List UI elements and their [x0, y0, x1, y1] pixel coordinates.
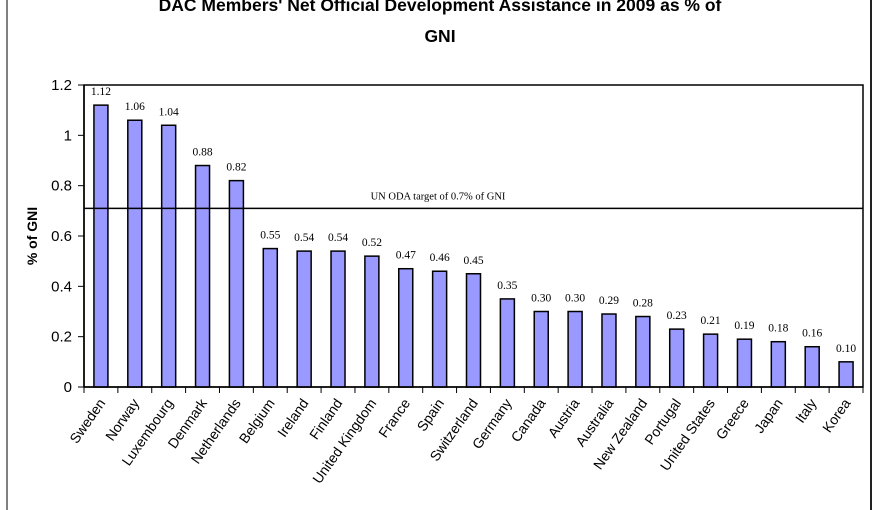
bar-germany — [499, 298, 516, 388]
data-label: 0.30 — [531, 293, 551, 305]
data-label: 0.88 — [192, 147, 212, 159]
reference-line-label: UN ODA target of 0.7% of GNI — [371, 191, 506, 202]
x-tick-label: Canada — [507, 395, 548, 445]
bar-japan — [770, 340, 787, 388]
data-label: 0.23 — [667, 310, 687, 322]
data-label: 0.10 — [836, 343, 856, 355]
data-label: 0.28 — [633, 298, 653, 310]
data-label: 0.82 — [226, 162, 246, 174]
bar-new-zealand — [635, 315, 651, 388]
data-label: 0.19 — [734, 320, 754, 332]
x-tick-label: Sweden — [66, 396, 108, 447]
x-tick-label: Italy — [792, 396, 820, 426]
y-axis-label: % of GNI — [24, 207, 40, 265]
x-tick-label: Spain — [413, 396, 447, 435]
data-label: 0.54 — [328, 232, 348, 244]
y-tick-label: 0.2 — [51, 329, 72, 346]
data-label: 1.04 — [159, 106, 179, 118]
bar-greece — [736, 338, 753, 388]
x-tick-label: France — [375, 395, 413, 440]
data-label: 0.47 — [396, 250, 416, 262]
chart-frame — [6, 0, 872, 510]
bar-united-states — [702, 333, 719, 388]
x-tick-label: Greece — [712, 395, 752, 442]
data-label: 1.12 — [91, 86, 111, 98]
data-label: 1.06 — [125, 101, 145, 113]
bar-sweden — [93, 104, 109, 388]
bar-netherlands — [228, 179, 245, 388]
bar-korea — [838, 361, 854, 388]
chart-title-line-1: DAC Members' Net Official Development As… — [158, 0, 722, 15]
bar-finland — [330, 250, 346, 388]
bar-luxembourg — [160, 124, 177, 388]
bar-france — [398, 267, 414, 388]
x-tick-label: Belgium — [236, 396, 278, 447]
bar-canada — [533, 310, 549, 388]
data-label: 0.16 — [802, 328, 822, 340]
bar-switzerland — [465, 273, 482, 388]
data-label: 0.29 — [599, 295, 619, 307]
bar-ireland — [296, 250, 312, 388]
data-label: 0.45 — [463, 255, 483, 267]
x-tick-label: Japan — [751, 396, 786, 436]
bar-spain — [431, 270, 448, 388]
data-label: 0.21 — [701, 315, 721, 327]
data-label: 0.55 — [260, 230, 280, 242]
y-tick-label: 0.6 — [51, 228, 72, 245]
data-labels: 1.12 1.06 1.04 0.88 0.82 0.55 0.54 0.54 0.52 0.47… — [91, 86, 857, 355]
data-label: 0.52 — [362, 237, 382, 249]
y-tick-label: 0.8 — [51, 178, 72, 195]
data-label: 0.54 — [294, 232, 314, 244]
data-label: 0.18 — [768, 323, 788, 335]
bar-denmark — [194, 164, 211, 388]
bar-norway — [127, 119, 143, 388]
y-tick-label: 1.2 — [51, 77, 72, 94]
y-tick-label: 0.4 — [51, 278, 72, 295]
y-tick-label: 1 — [64, 127, 72, 144]
bar-portugal — [668, 328, 685, 388]
bar-united-kingdom — [364, 255, 380, 388]
data-label: 0.46 — [430, 252, 450, 264]
y-tick-label: 0 — [64, 379, 72, 396]
bar-italy — [804, 345, 820, 388]
data-label: 0.35 — [497, 280, 517, 292]
bar-belgium — [262, 247, 279, 388]
bar-chart: UN ODA target of 0.7% of GNI 0 0.2 0.4 0.6 0… — [24, 77, 864, 486]
reference-line-group: UN ODA target of 0.7% of GNI — [84, 191, 863, 210]
data-label: 0.30 — [565, 293, 585, 305]
bar-australia — [601, 313, 617, 388]
bar-austria — [567, 310, 583, 388]
x-tick-label: Korea — [819, 395, 854, 435]
chart-title-line-2: GNI — [424, 26, 456, 46]
chart-title: DAC Members' Net Official Development As… — [60, 0, 820, 52]
